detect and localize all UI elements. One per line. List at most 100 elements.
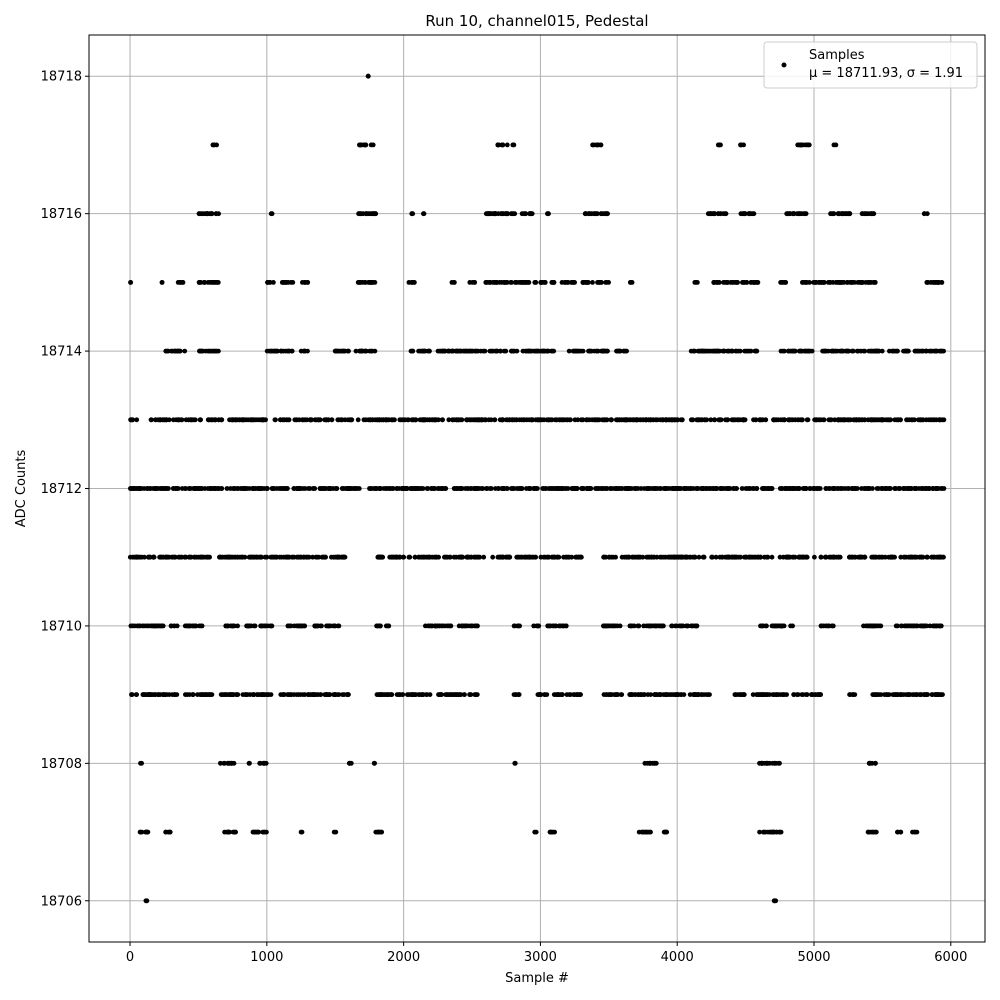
sample-point (375, 417, 381, 423)
sample-point (659, 623, 664, 629)
sample-point (565, 486, 571, 491)
sample-point (688, 554, 693, 560)
sample-point (741, 417, 746, 423)
sample-point (250, 486, 255, 491)
sample-point (226, 692, 232, 697)
sample-point (153, 486, 159, 491)
sample-point (514, 348, 520, 354)
sample-point (218, 760, 223, 766)
y-tick-label: 18712 (41, 482, 82, 497)
sample-point (468, 417, 474, 423)
sample-point (388, 554, 394, 560)
sample-point (557, 623, 563, 629)
sample-point (924, 486, 930, 491)
sample-point (796, 211, 801, 217)
sample-point (271, 280, 276, 285)
sample-point (682, 486, 688, 491)
sample-point (205, 348, 211, 354)
sample-point (879, 348, 885, 354)
sample-point (843, 348, 849, 354)
sample-point (248, 417, 254, 423)
sample-point (482, 348, 488, 354)
sample-point (809, 692, 814, 697)
sample-point (787, 486, 793, 491)
sample-point (499, 142, 505, 148)
sample-point (694, 486, 700, 491)
sample-point (627, 280, 633, 285)
sample-point (597, 280, 602, 285)
sample-point (862, 211, 868, 217)
sample-point (931, 417, 937, 423)
sample-point (867, 760, 872, 766)
sample-point (693, 280, 699, 285)
sample-point (240, 554, 245, 560)
sample-point (177, 554, 182, 560)
sample-point (604, 623, 610, 629)
sample-point (445, 348, 451, 354)
sample-point (347, 760, 352, 766)
sample-point (831, 554, 836, 560)
sample-point (211, 142, 216, 148)
sample-point (637, 692, 643, 697)
sample-point (538, 280, 544, 285)
sample-point (647, 760, 652, 766)
sample-point (761, 692, 767, 697)
sample-point (436, 417, 441, 423)
sample-point (580, 417, 586, 423)
sample-point (546, 417, 552, 423)
legend-marker (781, 62, 787, 68)
sample-point (732, 417, 738, 423)
sample-point (604, 486, 610, 491)
sample-point (912, 554, 918, 560)
sample-point (533, 486, 539, 491)
sample-point (148, 486, 154, 491)
sample-point (897, 486, 903, 491)
sample-point (340, 486, 345, 491)
sample-point (252, 623, 258, 629)
sample-point (505, 554, 510, 560)
sample-point (302, 280, 308, 285)
sample-point (288, 623, 294, 629)
sample-point (924, 692, 930, 697)
sample-point (553, 623, 558, 629)
sample-point (133, 692, 139, 697)
sample-point (246, 623, 252, 629)
sample-point (192, 623, 198, 629)
sample-point (862, 348, 868, 354)
sample-point (875, 348, 880, 354)
sample-point (404, 486, 410, 491)
sample-point (377, 486, 383, 491)
sample-point (895, 417, 901, 423)
sample-point (642, 760, 648, 766)
sample-point (300, 623, 305, 629)
sample-point (129, 692, 135, 697)
sample-point (374, 623, 379, 629)
sample-point (746, 486, 752, 491)
sample-point (270, 486, 275, 491)
sample-point (323, 554, 328, 560)
sample-point (826, 417, 832, 423)
sample-point (460, 623, 465, 629)
sample-point (671, 486, 677, 491)
sample-point (355, 486, 360, 491)
sample-point (937, 348, 943, 354)
sample-point (724, 280, 729, 285)
sample-point (547, 829, 553, 835)
sample-point (626, 486, 632, 491)
sample-point (302, 417, 308, 423)
sample-point (748, 348, 754, 354)
sample-point (910, 829, 915, 835)
sample-point (225, 554, 231, 560)
sample-point (366, 417, 371, 423)
sample-point (281, 417, 287, 423)
sample-point (190, 692, 196, 697)
sample-point (443, 486, 448, 491)
sample-point (151, 554, 157, 560)
sample-point (870, 554, 876, 560)
sample-point (431, 486, 437, 491)
sample-point (200, 692, 206, 697)
sample-point (713, 486, 719, 491)
sample-point (789, 348, 795, 354)
sample-point (267, 280, 273, 285)
sample-point (233, 486, 238, 491)
